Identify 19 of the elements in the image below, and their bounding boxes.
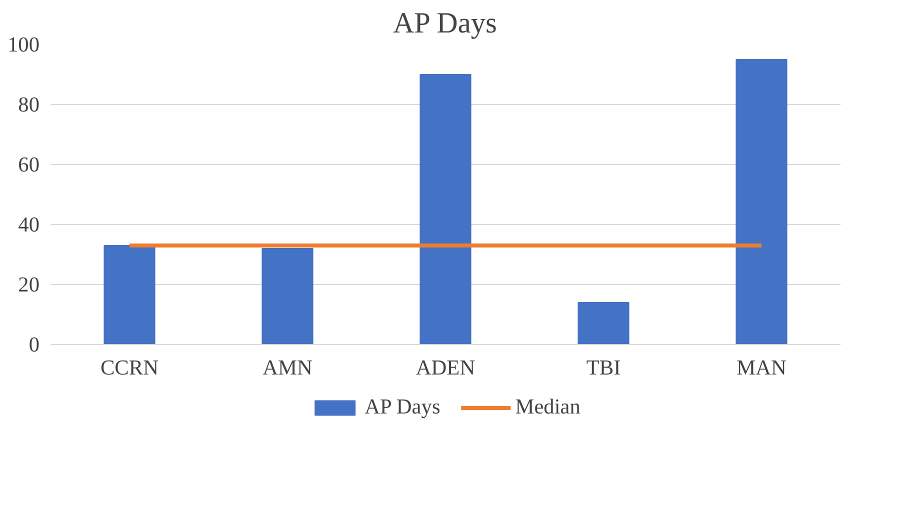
- x-tick-label: MAN: [736, 356, 786, 380]
- y-tick-label: 0: [28, 332, 40, 356]
- bar: [420, 74, 472, 344]
- y-tick-label: 80: [18, 92, 40, 116]
- legend-label: AP Days: [364, 394, 440, 420]
- y-tick-label: 100: [8, 32, 40, 56]
- x-tick-label: ADEN: [416, 356, 476, 380]
- bar: [104, 245, 156, 344]
- legend-label: Median: [515, 394, 580, 420]
- bar: [262, 248, 314, 344]
- y-tick-label: 40: [18, 212, 40, 236]
- y-tick-label: 60: [18, 152, 40, 176]
- bar: [736, 59, 788, 344]
- bar: [578, 302, 630, 344]
- y-tick-label: 20: [18, 272, 40, 296]
- chart-title: AP Days: [392, 8, 497, 40]
- x-tick-label: TBI: [586, 356, 621, 380]
- x-tick-label: AMN: [262, 356, 312, 380]
- x-tick-label: CCRN: [100, 356, 159, 380]
